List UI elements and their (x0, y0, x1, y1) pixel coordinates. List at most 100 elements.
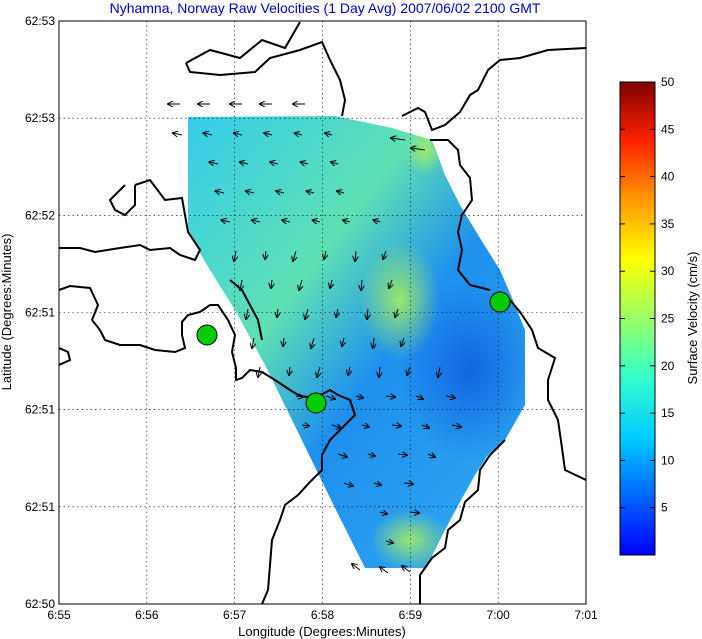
colorbar-ticks: 50 45 40 35 30 25 20 15 10 5 (620, 75, 675, 515)
current-vector-arrow (215, 191, 225, 193)
x-tick-label: 7:00 (486, 608, 510, 622)
x-tick-label: 6:55 (47, 608, 71, 622)
current-vector-arrow (367, 308, 368, 319)
current-vector-arrow (282, 220, 291, 222)
x-tick-label: 6:58 (311, 608, 335, 622)
current-vector-arrow (361, 279, 362, 290)
current-vectors (168, 104, 461, 574)
current-vector-arrow (445, 396, 455, 398)
current-vector-arrow (271, 279, 272, 288)
coastline (59, 21, 586, 604)
current-vector-arrow (258, 366, 260, 377)
current-vector-arrow (331, 162, 339, 164)
current-vector-arrow (264, 133, 273, 135)
x-axis-label: Longitude (Degrees:Minutes) (238, 624, 406, 639)
current-vector-arrow (240, 279, 242, 290)
current-vector-arrow (409, 512, 419, 513)
current-vector-arrow (352, 564, 361, 571)
current-vector-arrow (395, 308, 398, 317)
current-vector-arrow (407, 366, 410, 375)
y-tick-label: 62:51 (25, 500, 55, 514)
current-vector-arrow (317, 366, 320, 377)
current-vector-arrow (293, 250, 296, 261)
x-axis-ticks: 6:55 6:56 6:57 6:58 6:59 7:00 7:01 (47, 608, 598, 622)
colorbar-tick-label: 40 (661, 170, 675, 184)
station-south (305, 392, 327, 414)
current-vector-arrow (295, 133, 303, 135)
current-vector-arrow (361, 425, 369, 427)
current-vector-arrow (283, 337, 284, 346)
current-vector-arrow (421, 425, 429, 428)
colorbar-tick-label: 15 (661, 406, 675, 420)
x-tick-label: 6:56 (135, 608, 159, 622)
current-vector-arrow (383, 250, 386, 259)
y-tick-label: 62:51 (25, 306, 55, 320)
current-vector-arrow (221, 220, 231, 222)
colorbar-label: Surface Velocity (cm/s) (685, 252, 700, 385)
current-vector-arrow (355, 396, 363, 398)
map-title: Nyhamna, Norway Raw Velocities (1 Day Av… (109, 0, 541, 16)
current-vector-arrow (336, 308, 338, 317)
current-vector-arrow (307, 191, 315, 193)
current-vector-arrow (301, 162, 309, 164)
y-tick-label: 62:50 (25, 597, 55, 611)
current-vector-arrow (373, 337, 374, 348)
colorbar-tick-label: 10 (661, 453, 675, 467)
current-vector-arrow (313, 220, 321, 222)
current-vector-arrow (343, 483, 353, 486)
current-vector-arrow (389, 279, 392, 288)
y-axis-ticks: 62:53 62:53 62:52 62:51 62:51 62:51 62:50 (25, 14, 55, 611)
current-vector-arrow (331, 425, 341, 428)
current-vector-arrow (411, 148, 426, 150)
station-east (489, 291, 511, 313)
current-vector-arrow (342, 337, 344, 346)
colorbar (619, 81, 656, 556)
current-vector-arrow (391, 138, 406, 140)
current-vector-arrow (325, 396, 335, 399)
station-west (196, 324, 218, 346)
current-vector-arrow (295, 396, 303, 397)
colorbar-tick-label: 35 (661, 217, 675, 231)
current-vector-arrow (325, 133, 333, 135)
current-vector-arrow (379, 366, 380, 377)
current-vector-arrow (289, 366, 290, 375)
current-vector-arrow (385, 541, 393, 543)
current-vector-arrow (330, 279, 332, 288)
current-vector-arrow (367, 454, 375, 456)
current-vector-arrow (209, 162, 219, 164)
current-vector-arrow (348, 366, 350, 375)
current-vector-arrow (173, 133, 183, 135)
x-tick-label: 7:01 (574, 608, 598, 622)
colorbar-tick-label: 50 (661, 75, 675, 89)
current-vector-arrow (355, 250, 356, 261)
current-vector-arrow (415, 396, 423, 399)
x-tick-label: 6:59 (399, 608, 423, 622)
colorbar-tick-label: 30 (661, 264, 675, 278)
current-vector-arrow (277, 308, 278, 317)
y-tick-label: 62:51 (25, 403, 55, 417)
y-axis-label: Latitude (Degrees:Minutes) (0, 234, 14, 391)
current-vector-arrow (403, 483, 413, 484)
current-vector-arrow (379, 512, 387, 514)
current-vector-arrow (252, 220, 261, 222)
current-vector-arrow (401, 337, 404, 346)
colorbar-tick-label: 20 (661, 359, 675, 373)
current-vector-arrow (343, 220, 351, 222)
x-tick-label: 6:57 (223, 608, 247, 622)
y-tick-label: 62:53 (25, 111, 55, 125)
current-vector-arrow (246, 308, 248, 319)
current-vector-arrow (301, 425, 309, 426)
colorbar-tick-label: 25 (661, 312, 675, 326)
current-vector-arrow (324, 250, 326, 259)
current-vector-arrow (270, 162, 279, 164)
current-vector-arrow (234, 250, 236, 261)
current-vector-arrow (311, 337, 314, 348)
current-vector-arrow (380, 567, 389, 574)
y-tick-label: 62:53 (25, 14, 55, 28)
current-vector-arrow (265, 250, 266, 259)
current-vector-arrow (240, 162, 249, 164)
y-tick-label: 62:52 (25, 208, 55, 222)
current-vector-arrow (299, 279, 302, 290)
current-vector-arrow (373, 220, 381, 222)
current-vector-arrow (373, 483, 381, 485)
